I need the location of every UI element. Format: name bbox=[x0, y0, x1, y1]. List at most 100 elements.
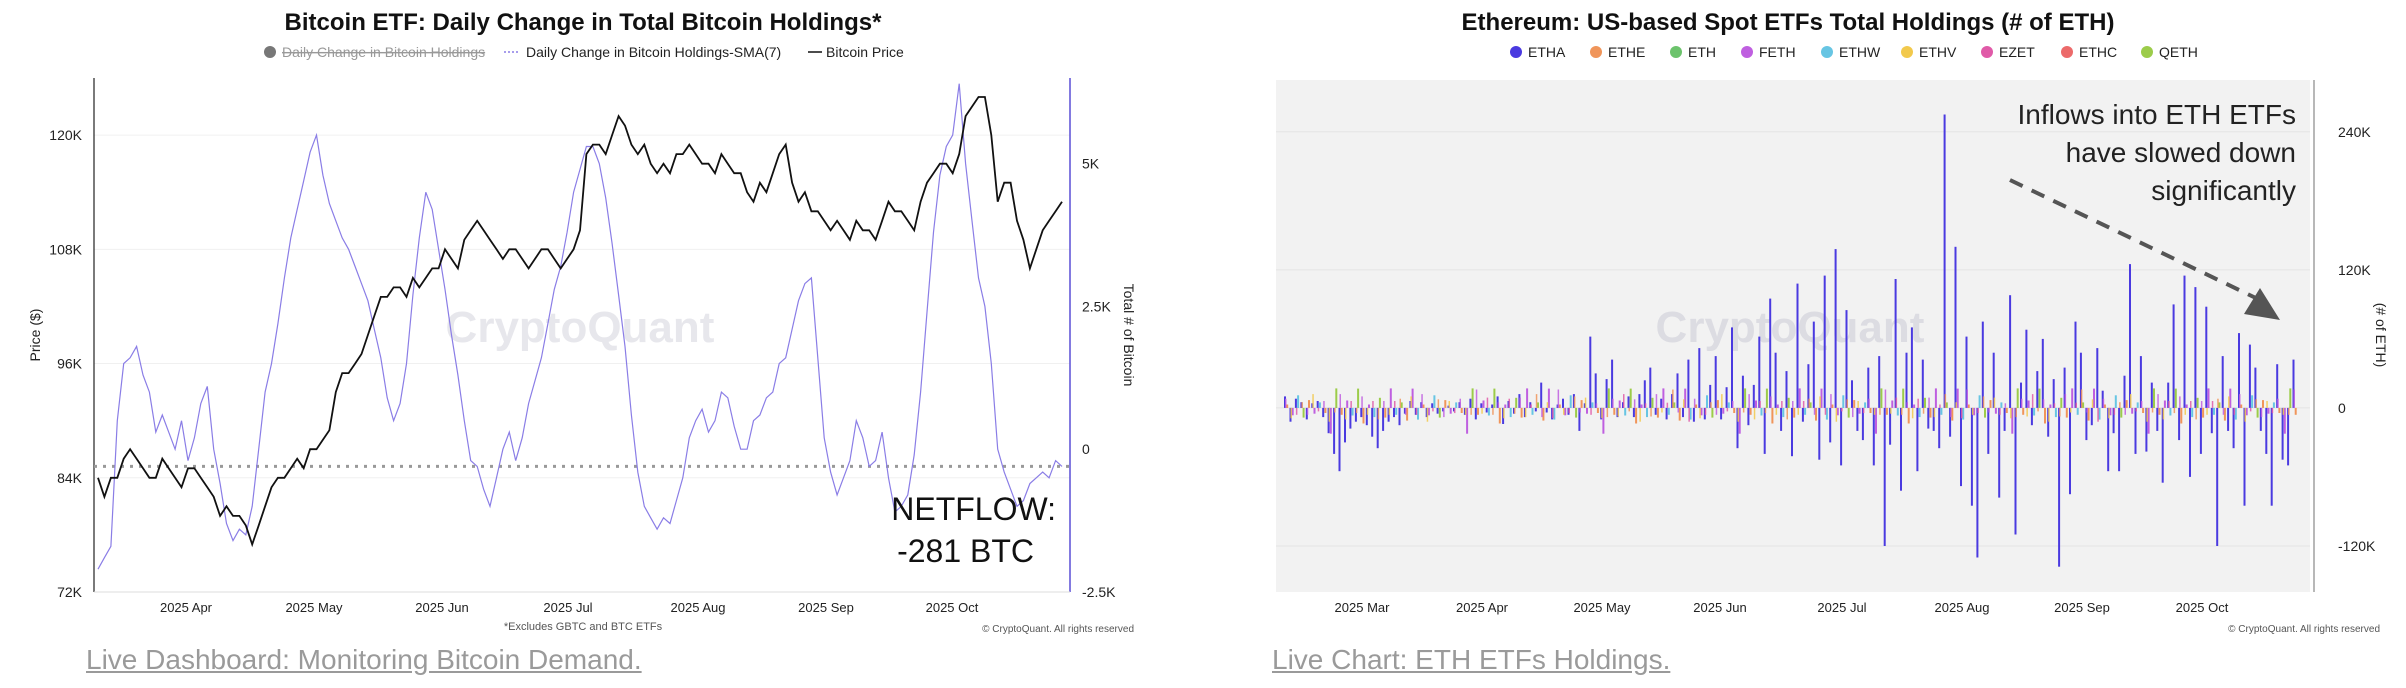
bar-other-etf bbox=[1688, 407, 1690, 422]
bar-other-etf bbox=[1291, 407, 1294, 416]
bar-other-etf bbox=[1584, 397, 1587, 408]
bar-other-etf bbox=[1492, 407, 1494, 415]
y2-tick-label: 0 bbox=[1082, 441, 1090, 457]
bar-etha bbox=[1594, 373, 1597, 408]
bar-other-etf bbox=[1722, 407, 1725, 414]
bar-other-etf bbox=[2293, 389, 2295, 408]
bar-etha bbox=[2123, 375, 2126, 408]
bar-other-etf bbox=[1880, 388, 1883, 408]
bar-other-etf bbox=[2288, 407, 2290, 415]
live-dashboard-link[interactable]: Live Dashboard: Monitoring Bitcoin Deman… bbox=[86, 644, 642, 675]
bar-etha bbox=[1714, 356, 1717, 408]
bar-etha bbox=[1534, 407, 1537, 412]
bar-etha bbox=[2101, 390, 2104, 408]
bar-etha bbox=[2189, 407, 2191, 477]
bar-other-etf bbox=[2004, 403, 2007, 408]
bar-other-etf bbox=[1335, 388, 1338, 408]
bar-other-etf bbox=[1885, 407, 1888, 415]
btc-etf-chart: Bitcoin ETF: Daily Change in Total Bitco… bbox=[27, 9, 1137, 635]
bar-etha bbox=[1491, 404, 1494, 408]
trend-arrow-head bbox=[2244, 288, 2280, 320]
bar-other-etf bbox=[1383, 401, 1385, 408]
bar-other-etf bbox=[1847, 407, 1850, 418]
bar-etha bbox=[1932, 407, 1935, 431]
bar-other-etf bbox=[1537, 402, 1539, 408]
bar-other-etf bbox=[1464, 407, 1467, 415]
legend-label-feth: FETH bbox=[1759, 44, 1796, 60]
eth-etf-chart: Ethereum: US-based Spot ETFs Total Holdi… bbox=[1276, 9, 2389, 635]
bar-other-etf bbox=[1415, 407, 1418, 415]
bar-other-etf bbox=[1711, 407, 1714, 418]
bar-etha bbox=[1442, 407, 1445, 412]
bar-other-etf bbox=[1617, 407, 1619, 417]
bar-other-etf bbox=[1613, 407, 1616, 415]
bar-etha bbox=[2069, 407, 2071, 495]
bar-etha bbox=[2063, 367, 2066, 408]
bar-other-etf bbox=[1498, 407, 1501, 424]
bar-other-etf bbox=[1362, 407, 1365, 424]
bar-etha bbox=[1562, 398, 1564, 408]
bar-etha bbox=[1349, 407, 1352, 429]
bar-other-etf bbox=[1504, 404, 1507, 408]
bar-other-etf bbox=[2124, 407, 2126, 415]
chart-legend: Daily Change in Bitcoin Holdings Daily Ch… bbox=[264, 44, 904, 60]
bar-etha bbox=[1692, 407, 1695, 422]
bar-etha bbox=[1921, 359, 1924, 408]
bar-etha bbox=[2085, 407, 2088, 441]
footnote: *Excludes GBTC and BTC ETFs bbox=[504, 621, 663, 633]
legend-label-ezet: EZET bbox=[1999, 44, 2035, 60]
legend-label-etha: ETHA bbox=[1528, 44, 1566, 60]
bar-etha bbox=[1425, 407, 1428, 418]
bar-other-etf bbox=[1704, 407, 1707, 415]
bar-other-etf bbox=[1765, 388, 1768, 408]
bar-etha bbox=[1856, 407, 1859, 431]
bar-other-etf bbox=[2125, 400, 2128, 408]
bar-other-etf bbox=[2147, 407, 2150, 434]
bar-other-etf bbox=[1563, 407, 1565, 415]
bar-other-etf bbox=[1764, 407, 1767, 414]
bar-other-etf bbox=[1596, 407, 1599, 413]
bar-other-etf bbox=[1519, 397, 1521, 408]
bar-etha bbox=[1840, 407, 1843, 466]
bar-other-etf bbox=[1388, 407, 1391, 415]
legend-label-daily-change: Daily Change in Bitcoin Holdings bbox=[282, 44, 485, 60]
live-chart-link[interactable]: Live Chart: ETH ETFs Holdings. bbox=[1272, 644, 1671, 675]
bar-other-etf bbox=[2266, 401, 2268, 408]
bar-other-etf bbox=[1744, 388, 1747, 408]
legend-dot-eth bbox=[1670, 46, 1682, 58]
bar-etha bbox=[1474, 407, 1477, 420]
bar-other-etf bbox=[1629, 388, 1632, 408]
bar-other-etf bbox=[1624, 407, 1627, 416]
bar-other-etf bbox=[1684, 388, 1687, 408]
bar-etha bbox=[1393, 407, 1395, 418]
bar-other-etf bbox=[1373, 407, 1376, 418]
bar-etha bbox=[2292, 359, 2295, 408]
bar-other-etf bbox=[2098, 407, 2101, 420]
bar-other-etf bbox=[2190, 401, 2192, 408]
bar-other-etf bbox=[2142, 407, 2145, 413]
bar-other-etf bbox=[1633, 399, 1636, 408]
bar-other-etf bbox=[1444, 400, 1447, 408]
bar-other-etf bbox=[2169, 407, 2172, 416]
x-tick-label: 2025 May bbox=[285, 600, 343, 615]
bar-other-etf bbox=[1732, 401, 1734, 408]
bar-etha bbox=[1551, 407, 1554, 420]
bar-other-etf bbox=[1875, 407, 1877, 434]
bar-other-etf bbox=[2026, 407, 2028, 417]
bar-etha bbox=[2003, 407, 2006, 431]
bar-etha bbox=[1905, 352, 1908, 408]
legend-label-ethv: ETHV bbox=[1919, 44, 1957, 60]
bar-other-etf bbox=[1782, 407, 1785, 418]
bar-other-etf bbox=[1508, 398, 1510, 408]
bar-etha bbox=[1638, 394, 1641, 408]
legend-dot-qeth bbox=[2141, 46, 2153, 58]
bar-etha bbox=[2025, 329, 2028, 408]
bar-other-etf bbox=[2091, 399, 2094, 408]
bar-etha bbox=[1485, 407, 1488, 413]
bar-other-etf bbox=[1749, 407, 1752, 415]
bar-etha bbox=[1540, 382, 1543, 408]
bar-etha bbox=[2096, 348, 2099, 408]
bar-etha bbox=[1834, 249, 1837, 408]
bar-etha bbox=[1327, 407, 1330, 434]
bar-etha bbox=[2150, 382, 2153, 408]
